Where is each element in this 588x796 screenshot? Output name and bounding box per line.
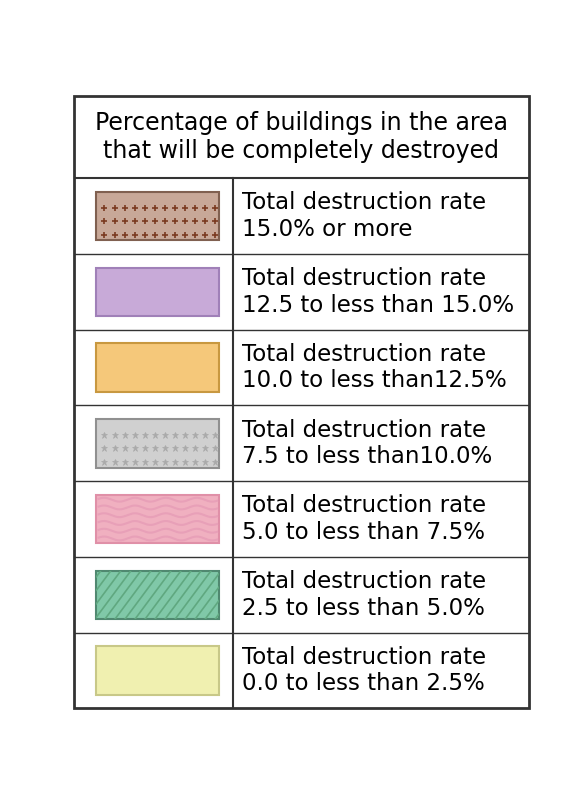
Text: Total destruction rate
0.0 to less than 2.5%: Total destruction rate 0.0 to less than …: [242, 646, 486, 696]
Bar: [96, 646, 219, 695]
Bar: [96, 267, 219, 316]
Text: Total destruction rate
2.5 to less than 5.0%: Total destruction rate 2.5 to less than …: [242, 570, 486, 619]
Text: Total destruction rate
7.5 to less than10.0%: Total destruction rate 7.5 to less than1…: [242, 419, 492, 468]
Bar: [96, 419, 219, 467]
Bar: [96, 495, 219, 544]
Text: Total destruction rate
12.5 to less than 15.0%: Total destruction rate 12.5 to less than…: [242, 267, 514, 317]
Text: Total destruction rate
10.0 to less than12.5%: Total destruction rate 10.0 to less than…: [242, 343, 507, 392]
Text: Total destruction rate
15.0% or more: Total destruction rate 15.0% or more: [242, 191, 486, 241]
Bar: [96, 571, 219, 619]
Text: Total destruction rate
5.0 to less than 7.5%: Total destruction rate 5.0 to less than …: [242, 494, 486, 544]
Bar: [96, 495, 219, 544]
Bar: [96, 571, 219, 619]
Text: Percentage of buildings in the area
that will be completely destroyed: Percentage of buildings in the area that…: [95, 111, 508, 163]
Bar: [96, 343, 219, 392]
Bar: [96, 192, 219, 240]
